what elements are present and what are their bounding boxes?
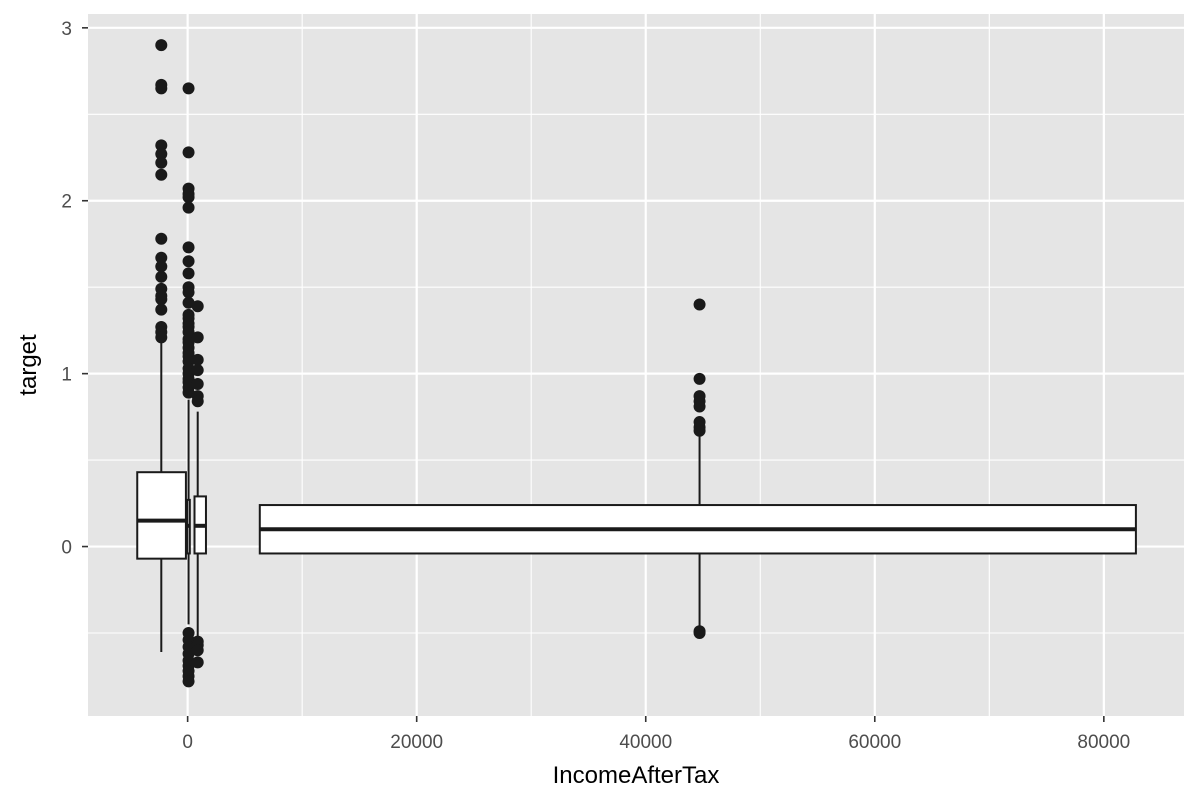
outlier-point — [693, 627, 706, 640]
x-tick-label: 20000 — [390, 732, 443, 753]
outlier-point — [155, 232, 168, 245]
outlier-point — [155, 139, 168, 152]
y-tick-label: 3 — [61, 19, 72, 40]
outlier-point — [191, 364, 204, 377]
outlier-point — [693, 372, 706, 385]
outlier-point — [191, 331, 204, 344]
y-tick-label: 2 — [61, 192, 72, 213]
outlier-point — [155, 331, 168, 344]
panel-background — [88, 14, 1184, 716]
outlier-point — [182, 255, 195, 268]
outlier-point — [155, 293, 168, 306]
outlier-point — [182, 201, 195, 214]
boxplot — [258, 298, 1137, 640]
outlier-point — [182, 675, 195, 688]
outlier-point — [191, 378, 204, 391]
outlier-point — [155, 39, 168, 52]
outlier-point — [155, 270, 168, 283]
axes: 0 20000 40000 60000 80000 0 1 2 3 — [61, 19, 1130, 753]
outlier-point — [182, 82, 195, 95]
outlier-point — [182, 296, 195, 309]
boxplot — [182, 82, 195, 688]
y-tick-label: 1 — [61, 365, 72, 386]
outlier-point — [155, 251, 168, 264]
y-tick-label: 0 — [61, 538, 72, 559]
outlier-point — [182, 241, 195, 254]
outlier-point — [182, 191, 195, 204]
x-tick-label: 40000 — [619, 732, 672, 753]
x-tick-label: 0 — [182, 732, 193, 753]
x-axis-title: IncomeAfterTax — [553, 762, 720, 789]
outlier-point — [693, 298, 706, 311]
outlier-point — [155, 148, 168, 161]
outlier-point — [191, 353, 204, 366]
outlier-point — [191, 656, 204, 669]
outlier-point — [182, 286, 195, 299]
boxplot — [136, 39, 187, 653]
outlier-point — [182, 267, 195, 280]
boxplot — [191, 300, 207, 669]
boxplots — [136, 39, 1137, 688]
outlier-point — [191, 644, 204, 657]
minor-gridlines — [88, 14, 1184, 716]
outlier-point — [155, 82, 168, 95]
x-tick-label: 80000 — [1077, 732, 1130, 753]
outlier-point — [182, 146, 195, 159]
outlier-point — [191, 300, 204, 313]
outlier-point — [693, 424, 706, 437]
y-axis-title: target — [15, 334, 42, 396]
outlier-point — [191, 395, 204, 408]
outlier-point — [155, 260, 168, 273]
outlier-point — [155, 303, 168, 316]
outlier-point — [155, 168, 168, 181]
x-tick-label: 60000 — [848, 732, 901, 753]
outlier-point — [693, 400, 706, 413]
outlier-point — [155, 156, 168, 169]
outlier-point — [182, 386, 195, 399]
box-iqr — [136, 471, 187, 560]
